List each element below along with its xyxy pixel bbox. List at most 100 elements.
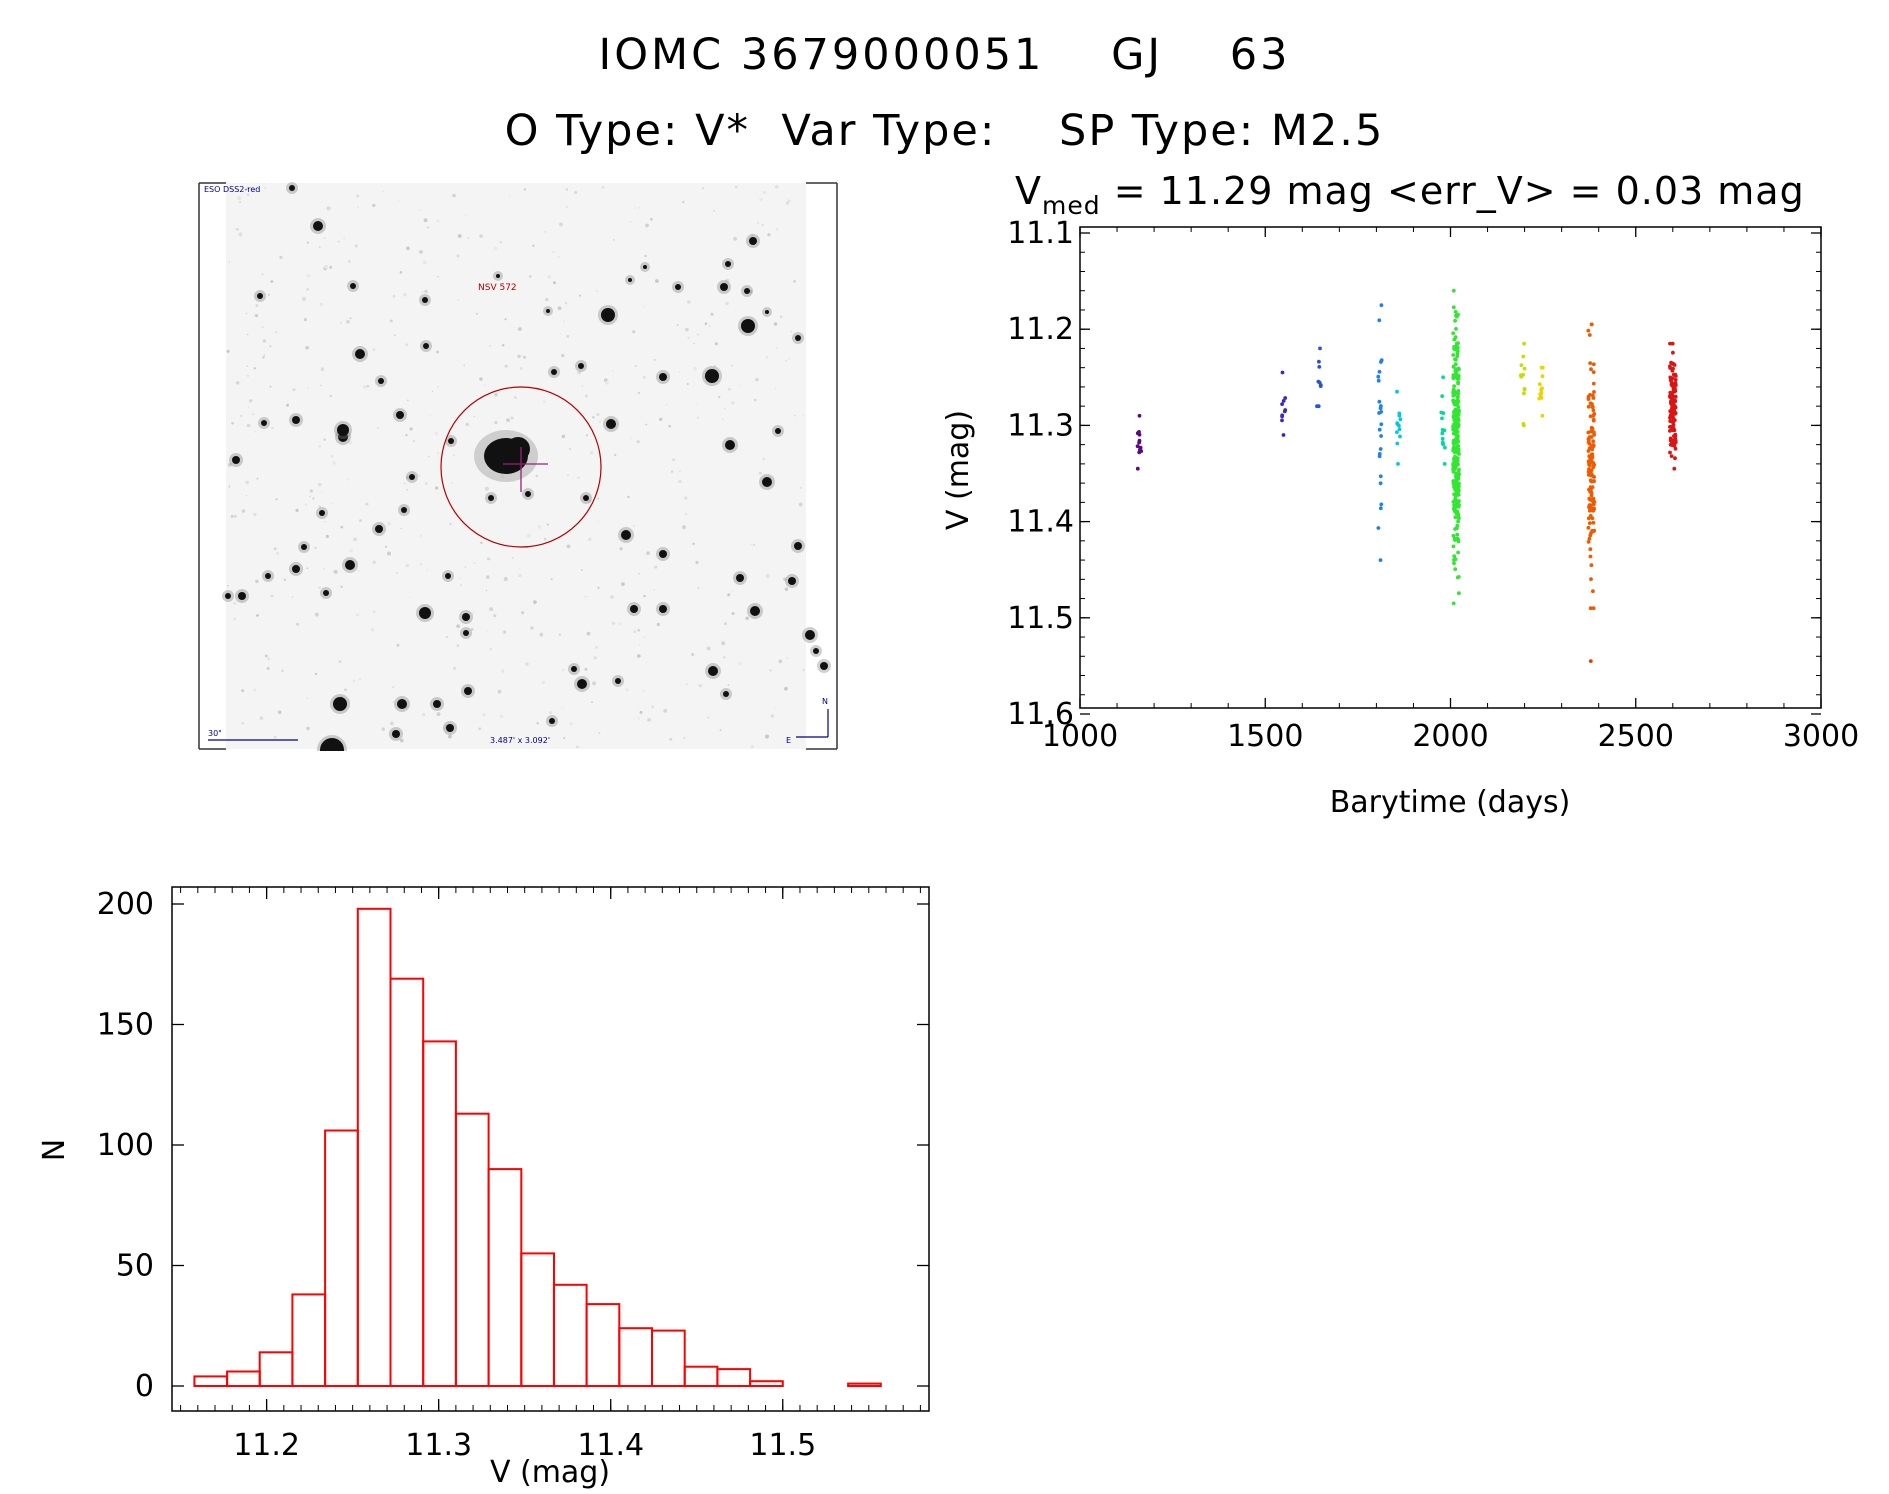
sky-noise [536, 721, 540, 725]
sky-noise [559, 332, 561, 335]
sky-noise [370, 627, 375, 632]
sky-noise [586, 595, 589, 598]
lc-data-point [1454, 471, 1459, 476]
star [289, 185, 295, 191]
sky-noise [256, 477, 259, 480]
sky-noise [407, 399, 409, 402]
lc-data-point [1455, 461, 1459, 465]
sky-noise [587, 499, 592, 504]
star [577, 679, 587, 689]
sky-noise [646, 551, 650, 555]
lc-data-point [1668, 341, 1672, 346]
lc-data-point [1452, 430, 1457, 435]
lc-data-point [1539, 391, 1544, 395]
lc-data-point [1443, 445, 1447, 450]
sky-noise [687, 300, 691, 304]
sky-noise [236, 228, 239, 231]
lc-data-point [1283, 396, 1288, 400]
star [551, 369, 557, 375]
sky-noise [576, 476, 581, 480]
sky-noise [431, 390, 434, 392]
sky-noise [502, 631, 505, 634]
sky-noise [731, 612, 735, 615]
lc-data-point [1398, 417, 1403, 422]
lc-data-point [1454, 327, 1458, 331]
lightcurve-title-sub: med [1042, 191, 1101, 220]
sky-noise [676, 324, 679, 326]
sky-noise [687, 336, 690, 340]
sky-noise [419, 250, 423, 254]
sky-noise [392, 294, 396, 298]
histogram-bar [454, 1112, 490, 1387]
lc-data-point [1589, 577, 1593, 581]
sky-noise [485, 589, 488, 592]
sky-noise [561, 434, 566, 439]
sky-noise [363, 385, 367, 389]
star [675, 284, 681, 290]
sky-noise [230, 514, 234, 518]
hist-xtick-label: 11.4 [577, 1428, 644, 1463]
sky-noise [318, 444, 322, 448]
sky-noise [637, 391, 641, 395]
sky-noise [500, 474, 505, 479]
sky-noise [279, 255, 283, 259]
lc-data-point [1586, 328, 1591, 333]
sky-noise [245, 494, 248, 497]
sky-noise [629, 221, 632, 223]
lc-data-point [1539, 395, 1544, 400]
sky-noise [663, 708, 668, 713]
sky-noise [610, 595, 614, 599]
lc-data-point [1587, 333, 1592, 337]
sky-noise [696, 403, 698, 405]
lc-data-point [1588, 498, 1593, 502]
star [337, 424, 349, 436]
sky-noise [651, 705, 655, 709]
star [401, 507, 407, 513]
lc-data-point [1669, 454, 1674, 458]
sky-noise [537, 524, 542, 529]
sky-noise [695, 560, 699, 565]
sky-noise [569, 448, 572, 451]
sky-noise [714, 364, 716, 367]
lc-ytick-label: 11.4 [1007, 505, 1074, 540]
lc-data-point [1588, 547, 1593, 552]
star [433, 700, 441, 708]
star [265, 573, 271, 579]
sky-noise [786, 657, 789, 660]
lc-data-point [1590, 393, 1595, 398]
sky-noise [513, 396, 517, 399]
sky-noise [233, 617, 237, 621]
sky-noise [323, 237, 326, 239]
sky-noise [790, 330, 793, 333]
lc-data-point [1673, 383, 1678, 388]
star [788, 577, 796, 585]
lc-data-point [1668, 413, 1673, 418]
sky-noise [245, 312, 248, 315]
sky-noise [465, 422, 469, 427]
star [313, 221, 323, 231]
sky-noise [246, 365, 249, 367]
lc-data-point [1452, 554, 1457, 558]
sky-noise [565, 188, 569, 191]
star [659, 373, 667, 381]
lc-data-point [1456, 537, 1460, 542]
sky-noise [597, 586, 600, 589]
sky-noise [557, 306, 562, 311]
sky-noise [278, 710, 282, 714]
sky-noise [400, 527, 402, 530]
lc-data-point [1457, 503, 1461, 507]
lightcurve-title-v: V [1015, 170, 1042, 213]
lc-data-point [1452, 536, 1457, 541]
sky-noise [561, 707, 564, 709]
lc-data-point [1589, 425, 1594, 430]
sky-noise [325, 534, 329, 539]
sky-noise [762, 457, 765, 461]
sky-noise [384, 545, 388, 548]
lc-data-point [1455, 354, 1460, 359]
sky-noise [226, 584, 230, 587]
sky-noise [405, 488, 408, 491]
sky-noise [349, 548, 353, 553]
sky-noise [586, 434, 588, 437]
sky-noise [460, 584, 463, 587]
lc-data-point [1280, 418, 1284, 423]
